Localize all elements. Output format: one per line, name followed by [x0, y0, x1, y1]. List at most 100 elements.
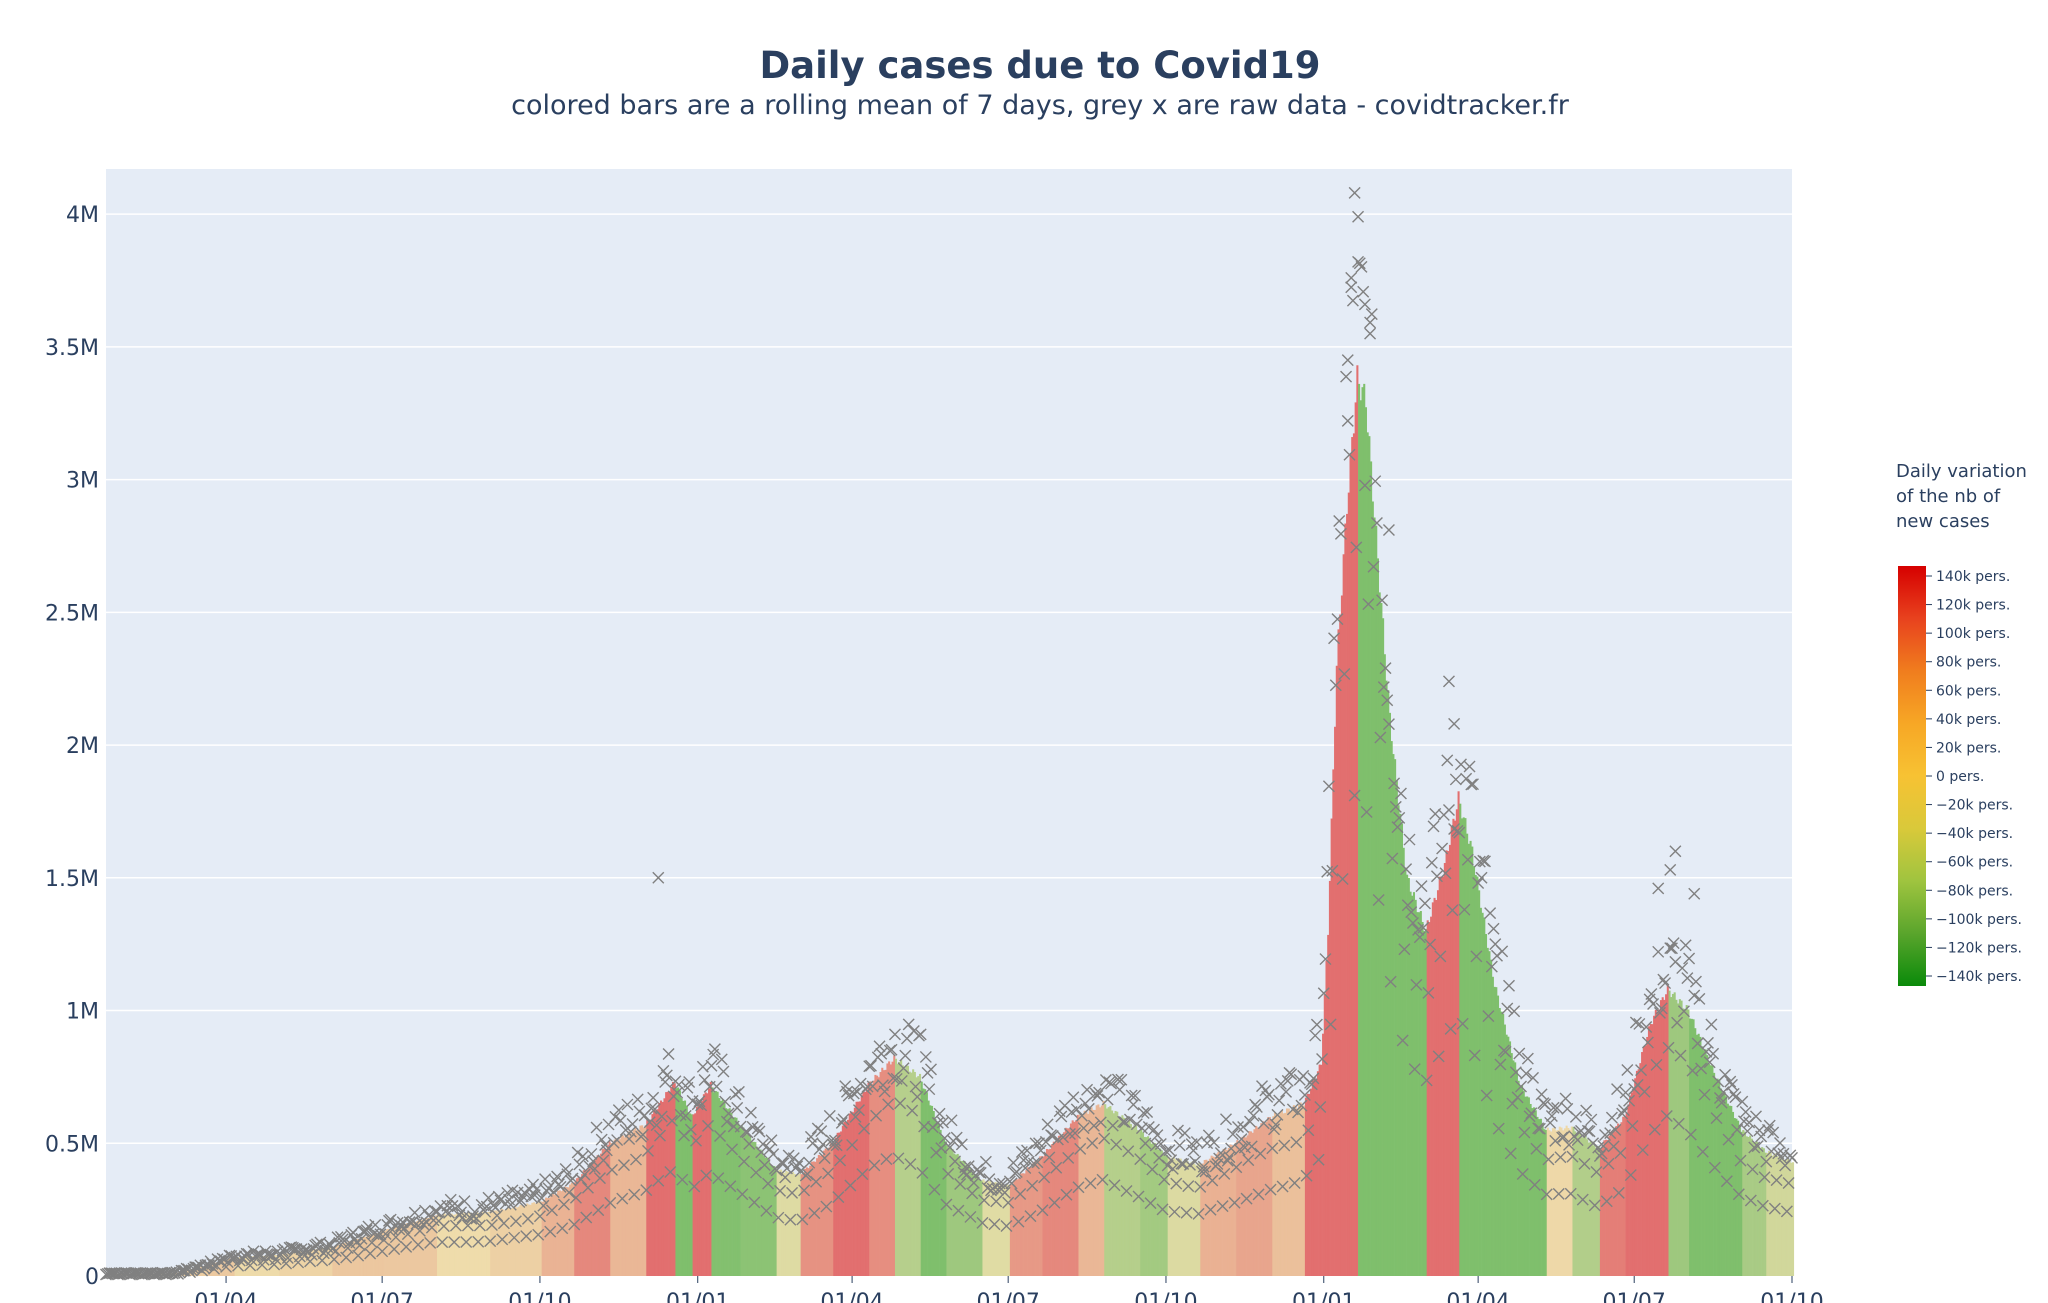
rolling-mean-bar: [232, 1257, 235, 1276]
rolling-mean-bar: [1219, 1153, 1222, 1276]
rolling-mean-bar: [1265, 1121, 1268, 1276]
raw-data-marker: [443, 1206, 456, 1219]
rolling-mean-bar: [1068, 1128, 1071, 1276]
rolling-mean-bar: [972, 1172, 975, 1276]
raw-data-marker: [1540, 1188, 1553, 1201]
rolling-mean-bar: [783, 1172, 786, 1276]
rolling-mean-bar: [1316, 1071, 1319, 1276]
rolling-mean-bar: [864, 1091, 867, 1276]
raw-data-marker: [882, 1098, 895, 1111]
rolling-mean-bar: [1665, 994, 1668, 1276]
rolling-mean-bar: [788, 1174, 791, 1276]
raw-data-marker: [545, 1204, 558, 1217]
raw-data-marker: [1662, 1041, 1675, 1054]
rolling-mean-bar: [1575, 1132, 1578, 1276]
raw-data-marker: [710, 1080, 723, 1093]
rolling-mean-bar: [1356, 365, 1359, 1276]
rolling-mean-bar: [1625, 1112, 1628, 1276]
raw-data-marker: [446, 1199, 459, 1212]
raw-data-marker: [786, 1186, 799, 1199]
raw-data-marker: [240, 1247, 253, 1260]
raw-data-marker: [1292, 1106, 1305, 1119]
rolling-mean-bar: [1673, 992, 1676, 1276]
raw-data-marker: [1468, 1049, 1481, 1062]
rolling-mean-bar: [941, 1136, 944, 1276]
raw-data-marker: [1027, 1157, 1040, 1170]
rolling-mean-bar: [1496, 995, 1500, 1276]
rolling-mean-bar: [1181, 1161, 1184, 1276]
raw-data-marker: [1252, 1188, 1265, 1201]
rolling-mean-bar: [1462, 817, 1465, 1276]
raw-data-marker: [1653, 1006, 1666, 1019]
rolling-mean-bar: [1749, 1135, 1752, 1276]
rolling-mean-bar: [663, 1098, 666, 1276]
raw-data-marker: [1705, 1018, 1718, 1031]
rolling-mean-bar: [1792, 1162, 1795, 1276]
raw-data-marker: [1672, 1117, 1685, 1130]
raw-data-marker: [1444, 1022, 1457, 1035]
raw-data-marker: [578, 1168, 591, 1181]
raw-data-marker: [1744, 1194, 1757, 1207]
raw-data-marker: [949, 1155, 961, 1168]
raw-data-marker: [1242, 1154, 1255, 1167]
rolling-mean-bar: [692, 1114, 695, 1276]
rolling-mean-bar: [1313, 1079, 1316, 1276]
raw-data-marker: [1617, 1104, 1630, 1117]
rolling-mean-bar: [1642, 1047, 1645, 1276]
rolling-mean-bar: [1481, 912, 1484, 1276]
rolling-mean-bar: [1407, 878, 1410, 1276]
colorbar-tick-label: −80k pers.: [1936, 883, 2013, 899]
rolling-mean-bar: [759, 1149, 762, 1276]
rolling-mean-bar: [891, 1061, 894, 1276]
rolling-mean-bar: [1083, 1110, 1086, 1276]
rolling-mean-bar: [1764, 1152, 1767, 1276]
rolling-mean-bar: [1761, 1147, 1764, 1276]
raw-data-marker: [760, 1204, 773, 1217]
rolling-mean-bar: [263, 1255, 266, 1276]
raw-data-marker: [846, 1138, 859, 1151]
rolling-mean-bar: [629, 1132, 632, 1276]
rolling-mean-bar: [1268, 1117, 1271, 1276]
rolling-mean-bar: [1172, 1156, 1175, 1276]
raw-data-marker: [1674, 1049, 1687, 1062]
raw-data-marker: [717, 1065, 730, 1078]
rolling-mean-bar: [735, 1117, 738, 1276]
rolling-mean-bar: [769, 1164, 772, 1276]
raw-data-marker: [1394, 787, 1407, 800]
rolling-mean-bar: [268, 1255, 272, 1276]
raw-data-marker: [979, 1155, 992, 1168]
rolling-mean-bar: [464, 1213, 467, 1276]
rolling-mean-bar: [754, 1142, 757, 1276]
rolling-mean-bar: [706, 1093, 709, 1276]
rolling-mean-bar: [505, 1208, 508, 1276]
rolling-mean-bar: [1702, 1050, 1705, 1276]
raw-data-marker: [1590, 1165, 1603, 1178]
rolling-mean-bar: [874, 1074, 877, 1276]
rolling-mean-bar: [1184, 1159, 1187, 1276]
rolling-mean-bar: [352, 1240, 356, 1276]
rolling-mean-bar: [742, 1127, 745, 1276]
rolling-mean-bar: [833, 1142, 836, 1276]
rolling-mean-bar: [1306, 1093, 1309, 1276]
rolling-mean-bar: [442, 1214, 445, 1276]
raw-data-marker: [756, 1138, 769, 1151]
rolling-mean-bar: [1582, 1137, 1585, 1276]
raw-data-marker: [547, 1186, 560, 1199]
raw-data-marker: [1221, 1154, 1234, 1167]
rolling-mean-bar: [1431, 902, 1434, 1276]
rolling-mean-bar: [1370, 461, 1373, 1276]
rolling-mean-bar: [1239, 1141, 1242, 1276]
colorbar-tick-label: 140k pers.: [1936, 569, 2010, 585]
rolling-mean-bar: [409, 1223, 412, 1276]
raw-data-marker: [1600, 1195, 1613, 1208]
raw-data-marker: [1734, 1154, 1747, 1167]
rolling-mean-bar: [939, 1129, 942, 1276]
rolling-mean-bar: [1301, 1105, 1304, 1276]
rolling-mean-bar: [1354, 402, 1357, 1276]
raw-data-marker: [924, 1063, 937, 1076]
raw-data-marker: [1767, 1126, 1780, 1139]
rolling-mean-bar: [617, 1140, 620, 1276]
rolling-mean-bar: [1527, 1097, 1530, 1276]
raw-data-marker: [424, 1236, 437, 1249]
rolling-mean-bar: [461, 1213, 464, 1276]
